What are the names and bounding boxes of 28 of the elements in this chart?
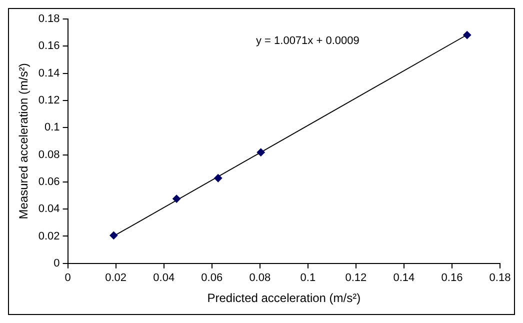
y-tick-label: 0.14	[38, 67, 60, 80]
y-tick-label: 0.1	[44, 122, 60, 134]
x-tick-label: 0.04	[153, 272, 175, 284]
x-tick-label: 0.08	[249, 272, 271, 284]
point	[463, 31, 472, 40]
x-tick-label: 0.1	[300, 272, 316, 284]
x-tick-label: 0	[64, 272, 71, 284]
x-tick-label: 0.14	[393, 272, 415, 284]
x-axis-title: Predicted acceleration (m/s²)	[207, 291, 361, 306]
point	[256, 148, 265, 156]
y-tick-label: 0.02	[38, 230, 60, 242]
point	[110, 231, 118, 240]
y-tick-label: 0.12	[38, 94, 60, 106]
y-tick-label: 0.08	[38, 148, 60, 161]
x-tick-label: 0.16	[441, 272, 463, 284]
x-tick-label: 0.12	[345, 272, 367, 284]
y-tick-label: 0.16	[38, 40, 60, 52]
point	[214, 174, 222, 182]
y-tick-label: 0.04	[38, 203, 60, 216]
y-tick-label: 0.18	[38, 13, 60, 26]
y-axis-title: Measured acceleration (m/s²)	[16, 63, 31, 220]
x-tick-label: 0.06	[201, 272, 223, 284]
x-tick-label: 0.18	[489, 272, 511, 284]
annotation: y = 1.0071x + 0.0009	[256, 35, 360, 48]
y-tick-label: 0.06	[38, 176, 60, 188]
x-tick-label: 0.02	[105, 272, 127, 284]
y-tick-label: 0	[54, 257, 60, 270]
point	[172, 194, 181, 203]
